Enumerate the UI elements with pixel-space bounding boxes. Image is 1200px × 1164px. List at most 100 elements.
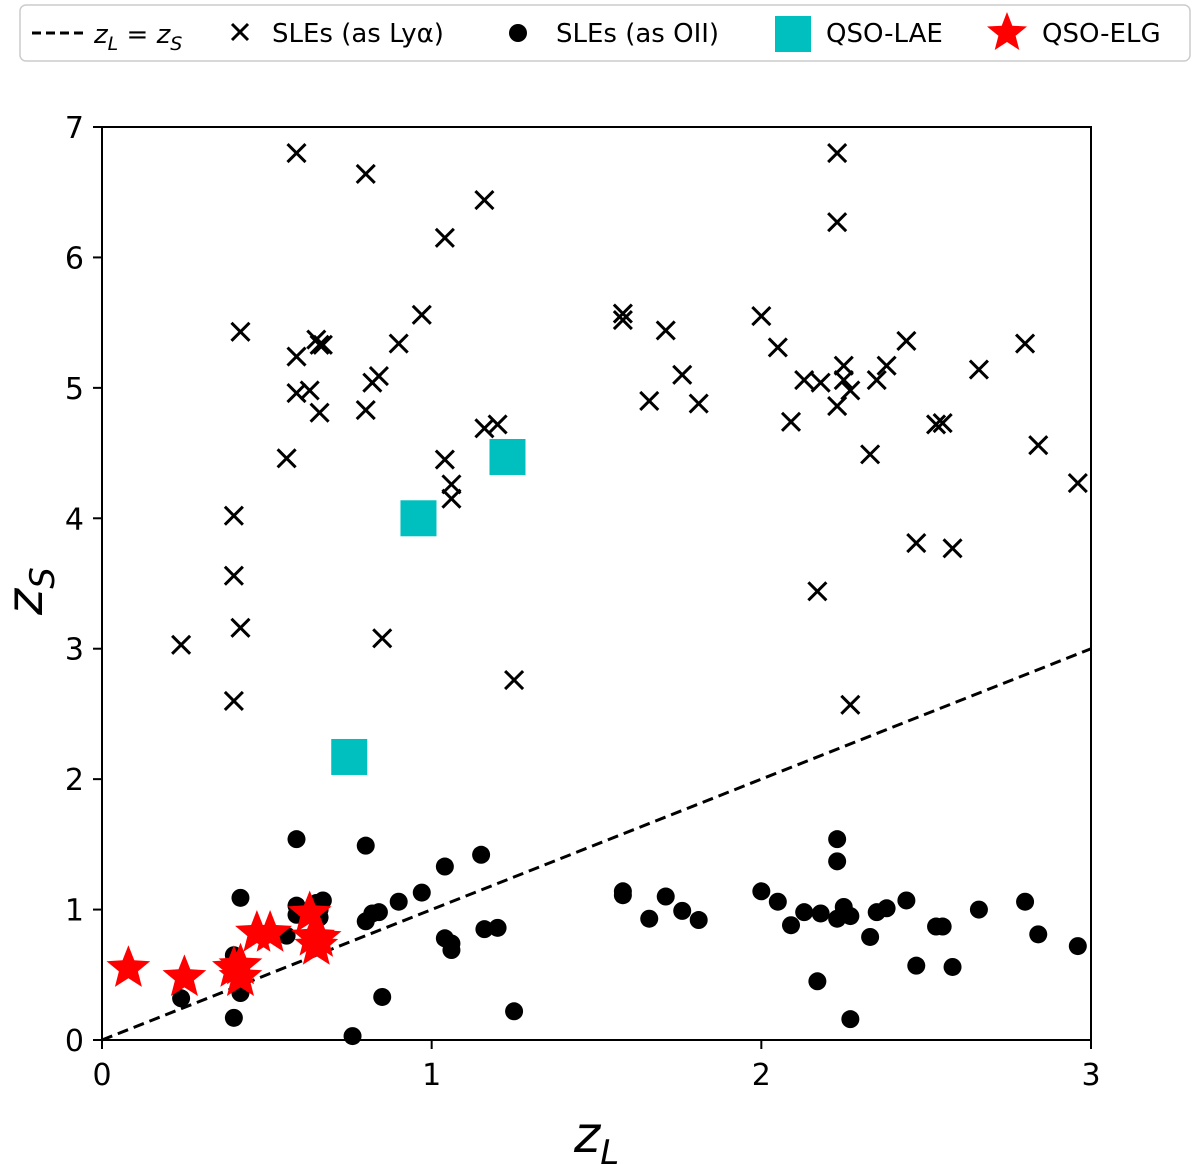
y-tick-label-6: 6 (65, 241, 84, 276)
data-point-s2-42 (811, 904, 830, 923)
data-point-s4-2 (162, 954, 207, 996)
y-axis-title: zS (0, 567, 63, 616)
series-3 (331, 438, 526, 775)
reference-line-layer (101, 647, 1092, 1042)
data-point-s2-36 (689, 911, 708, 930)
data-point-s1-3 (223, 565, 244, 586)
data-point-s1-27 (474, 189, 495, 211)
data-point-s1-31 (612, 303, 633, 324)
data-point-s3-2 (400, 500, 437, 537)
y-tick-label-0: 0 (65, 1024, 84, 1059)
data-point-s4-7 (248, 910, 292, 952)
y-tick-label-1: 1 (65, 894, 84, 929)
data-point-s2-60 (1029, 925, 1048, 944)
data-point-s2-20 (373, 987, 392, 1006)
data-point-s2-2 (224, 1008, 243, 1027)
data-point-s1-36 (688, 393, 709, 414)
data-point-s1-17 (355, 399, 376, 421)
data-point-s1-37 (751, 306, 772, 327)
data-point-s1-57 (942, 538, 963, 559)
data-point-s1-26 (441, 488, 462, 509)
data-point-s1-9 (286, 346, 307, 367)
data-point-s1-22 (411, 304, 432, 325)
data-point-s2-13 (313, 891, 332, 910)
data-point-s1-42 (810, 372, 831, 393)
data-point-s2-15 (343, 1027, 362, 1046)
data-point-s1-1 (171, 634, 192, 655)
series-1 (171, 143, 1088, 715)
legend: zL = zS SLEs (as Lyα) SLEs (as OII) QSO-… (19, 4, 1191, 62)
data-point-s2-44 (828, 852, 847, 871)
data-point-s2-38 (768, 892, 787, 911)
data-point-s1-5 (230, 617, 251, 638)
legend-entry-qso-lae: QSO-LAE (775, 16, 943, 52)
data-point-s2-56 (933, 917, 952, 936)
legend-label-qso-elg: QSO-ELG (1042, 19, 1161, 49)
data-point-s2-27 (472, 845, 491, 864)
legend-circle-marker-swatch (509, 24, 527, 42)
legend-label-sles-oii: SLEs (as OII) (556, 19, 719, 49)
data-point-s1-45 (827, 396, 848, 417)
legend-label-sles-lya: SLEs (as Lyα) (272, 19, 444, 49)
data-point-s1-60 (1028, 435, 1049, 456)
data-point-s1-33 (639, 390, 660, 411)
data-point-s2-21 (389, 892, 408, 911)
legend-entry-sles-oii: SLEs (as OII) (509, 19, 719, 49)
data-point-s2-33 (640, 909, 659, 928)
data-point-s2-37 (752, 882, 771, 901)
x-tick-label-1: 1 (422, 1058, 441, 1093)
data-point-s2-5 (231, 888, 250, 907)
data-point-s2-50 (861, 927, 880, 946)
y-tick-label-4: 4 (65, 502, 84, 537)
data-point-s2-30 (505, 1002, 524, 1021)
data-point-s1-21 (388, 333, 409, 354)
data-point-s1-13 (309, 334, 330, 355)
data-point-s1-43 (827, 143, 848, 164)
data-point-s1-20 (372, 628, 393, 649)
data-point-s1-40 (794, 369, 815, 391)
data-point-s2-28 (475, 920, 494, 939)
data-point-s1-2 (223, 690, 244, 711)
data-point-s1-41 (807, 581, 828, 602)
data-point-s1-14 (312, 334, 333, 355)
data-point-s1-4 (223, 505, 244, 526)
data-point-s2-58 (969, 900, 988, 919)
data-point-s1-6 (230, 321, 251, 342)
data-point-s2-40 (795, 903, 814, 922)
data-point-s1-32 (612, 309, 633, 331)
legend-frame (19, 4, 1191, 62)
reference-line-zl-equals-zs (101, 647, 1092, 1042)
data-point-s1-48 (840, 694, 861, 715)
data-point-s1-58 (968, 359, 989, 380)
data-point-s1-38 (767, 337, 788, 358)
y-tick-label-5: 5 (65, 372, 84, 407)
y-tick-label-3: 3 (65, 633, 84, 668)
data-point-s1-46 (833, 355, 854, 376)
data-point-s2-53 (897, 891, 916, 910)
data-point-s4-5 (218, 954, 263, 996)
plot-area: 0 1 2 3 0 1 2 3 4 5 6 7 (65, 111, 1101, 1093)
data-point-s1-23 (434, 227, 455, 248)
data-point-s1-16 (355, 163, 376, 185)
data-point-s2-49 (841, 907, 860, 926)
data-point-s1-44 (827, 212, 848, 233)
data-point-s4-1 (106, 945, 151, 987)
data-point-s2-26 (442, 941, 461, 960)
data-point-s2-29 (488, 918, 507, 937)
data-point-s1-53 (896, 330, 917, 351)
data-point-s2-52 (877, 899, 896, 918)
data-point-s1-59 (1015, 333, 1036, 354)
data-point-s1-8 (286, 143, 307, 164)
data-point-s1-19 (368, 366, 389, 387)
x-tick-label-2: 2 (752, 1058, 771, 1093)
x-axis-title: zL (573, 1106, 619, 1164)
data-point-s2-39 (782, 916, 801, 935)
data-point-s1-28 (474, 418, 495, 439)
data-point-s2-16 (356, 836, 375, 855)
data-point-s1-35 (672, 364, 693, 385)
data-point-s3-3 (489, 438, 526, 475)
legend-entry-qso-elg: QSO-ELG (987, 12, 1161, 50)
data-point-s1-55 (925, 414, 947, 435)
legend-entry-reference-line: zL = zS (32, 20, 182, 55)
data-point-s2-59 (1016, 892, 1035, 911)
